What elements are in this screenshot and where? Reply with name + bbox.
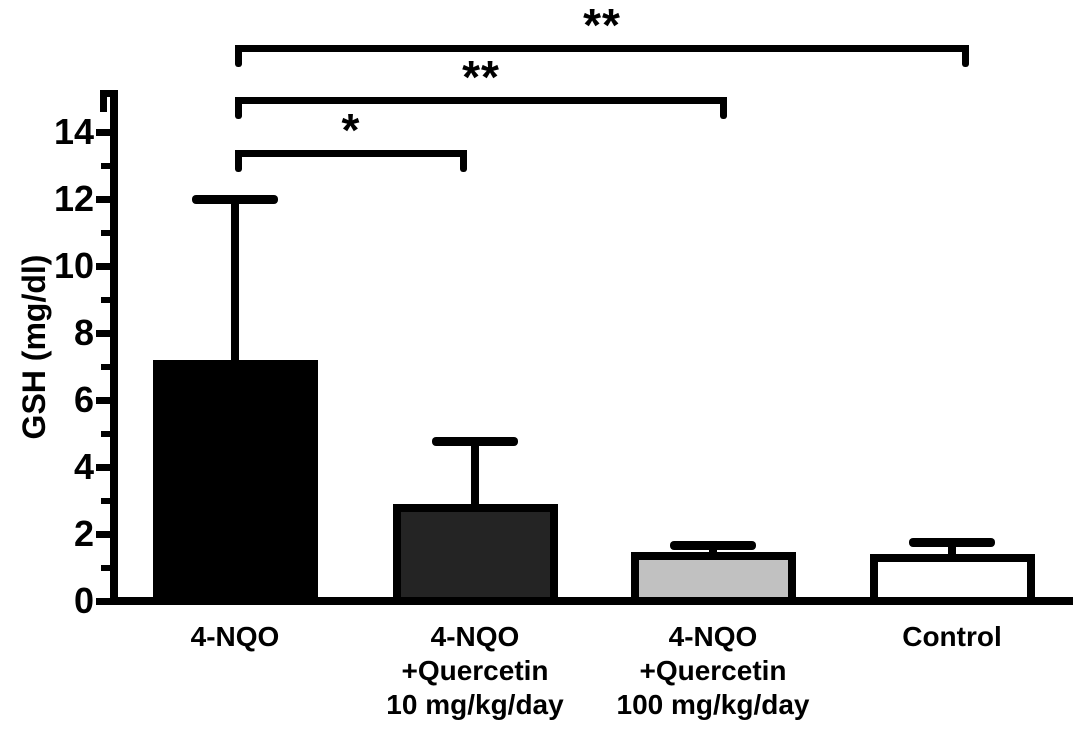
y-tick-label: 0 [73,580,94,621]
x-axis-label-line: 100 mg/kg/day [616,689,810,720]
error-bar-cap-4 [909,537,995,547]
y-major-tick [96,463,110,471]
y-major-tick [96,597,110,605]
x-axis-line [110,597,1073,605]
error-bar-cap-1 [192,194,278,204]
significance-bracket-stub-right-3 [962,45,969,67]
x-axis-label-group-1: 4-NQO [65,620,405,654]
y-tick-label: 2 [73,513,94,554]
significance-bracket-1 [235,150,467,157]
error-bar-stem-4 [948,542,956,557]
y-major-tick [96,128,110,136]
y-minor-tick [101,497,110,504]
y-tick-label: 8 [73,312,94,353]
significance-label-3: ** [583,0,621,51]
bar-group-3 [630,552,796,605]
y-tick-label: 14 [53,111,94,152]
y-axis-top-cap [100,90,118,97]
y-minor-tick [101,363,110,370]
y-tick-label: 10 [53,245,94,286]
y-major-tick [96,329,110,337]
significance-bracket-stub-left-3 [235,45,242,67]
significance-bracket-stub-right-2 [720,97,727,119]
x-axis-label-group-3: 4-NQO +Quercetin 100 mg/kg/day [543,620,883,722]
significance-bracket-stub-left-1 [235,150,242,172]
error-bar-stem-1 [231,199,239,362]
y-major-tick [96,396,110,404]
error-bar-stem-2 [471,441,479,506]
x-axis-label-line: 10 mg/kg/day [386,689,564,720]
y-axis-top-cap-stub [100,90,107,112]
y-tick-label: 12 [53,178,94,219]
significance-bracket-3 [235,45,969,52]
x-axis-label-line: +Quercetin [401,655,549,686]
bar-group-1 [152,359,318,605]
bar-group-4 [869,554,1035,605]
y-minor-tick [101,430,110,437]
significance-label-2: ** [462,51,500,103]
error-bar-cap-3 [670,541,756,551]
x-axis-label-group-2: 4-NQO +Quercetin 10 mg/kg/day [305,620,645,722]
y-minor-tick [101,296,110,303]
error-bar-stem-3 [709,545,717,555]
x-axis-label-line: 4-NQO [668,621,758,652]
y-axis-line [110,90,118,605]
y-major-tick [96,262,110,270]
y-minor-tick [101,162,110,169]
y-minor-tick [101,564,110,571]
y-major-tick [96,530,110,538]
significance-bracket-stub-right-1 [460,150,467,172]
significance-bracket-2 [235,97,727,104]
y-minor-tick [101,229,110,236]
x-axis-label-line: Control [902,621,1002,652]
x-axis-label-line: +Quercetin [639,655,787,686]
bar-group-2 [392,503,558,605]
y-major-tick [96,195,110,203]
significance-label-1: * [341,104,361,156]
y-tick-label: 4 [73,446,94,487]
significance-bracket-stub-left-2 [235,97,242,119]
x-axis-label-group-4: Control [782,620,1087,654]
y-tick-label: 6 [73,379,94,420]
x-axis-label-line: 4-NQO [430,621,520,652]
x-axis-label-line: 4-NQO [190,621,280,652]
error-bar-cap-2 [432,437,518,447]
